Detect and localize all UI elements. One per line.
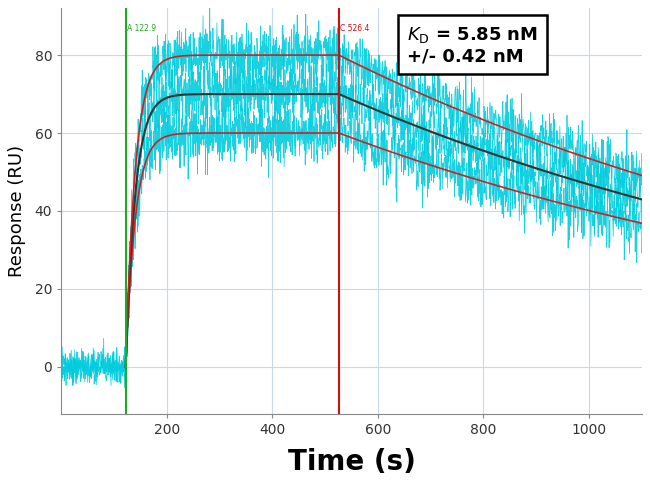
X-axis label: Time (s): Time (s): [287, 448, 415, 476]
Text: A 122.9: A 122.9: [127, 24, 157, 33]
Text: C 526.4: C 526.4: [341, 24, 370, 33]
Text: $\mathit{K}_{\mathrm{D}}$ = 5.85 nM
+/- 0.42 nM: $\mathit{K}_{\mathrm{D}}$ = 5.85 nM +/- …: [407, 25, 538, 65]
Y-axis label: Response (RU): Response (RU): [8, 145, 27, 277]
